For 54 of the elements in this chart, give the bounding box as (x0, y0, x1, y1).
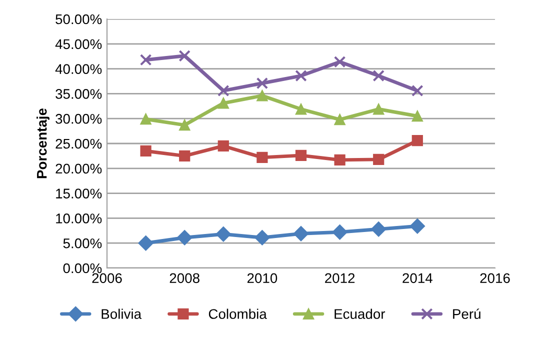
point (179, 150, 190, 162)
y-tick-label: 0.00% (63, 263, 102, 274)
point (295, 70, 307, 82)
point (412, 134, 423, 146)
x-tick-label: 2006 (92, 273, 122, 284)
legend-label: Perú (453, 308, 480, 319)
point (218, 98, 229, 109)
x-tick-label: 2012 (325, 273, 355, 284)
y-tick-label: 25.00% (56, 138, 102, 149)
x-tick-label: 2008 (170, 273, 200, 284)
point (411, 84, 424, 97)
y-tick-label: 40.00% (55, 64, 102, 74)
point (373, 154, 384, 165)
point (218, 140, 229, 152)
point (217, 84, 230, 97)
point (410, 218, 425, 234)
point (140, 114, 152, 125)
point (256, 90, 268, 102)
point (371, 222, 386, 237)
y-axis-title: Porcentaje (36, 108, 50, 178)
y-tick-label: 20.00% (56, 164, 102, 174)
point (295, 104, 307, 115)
point (334, 154, 346, 166)
point (177, 230, 192, 246)
legend-label: Ecuador (334, 308, 386, 319)
x-tick-label: 2010 (247, 273, 278, 284)
point (412, 110, 423, 122)
point (372, 70, 385, 82)
point (293, 226, 309, 242)
point (216, 226, 231, 242)
legend-label: Colombia (208, 308, 267, 319)
y-tick-label: 35.00% (56, 89, 102, 99)
y-tick-label: 5.00% (63, 238, 102, 248)
point (334, 56, 346, 68)
x-tick-label: 2014 (402, 273, 432, 284)
legend-label: Bolivia (102, 308, 142, 319)
point (254, 230, 270, 246)
y-tick-label: 45.00% (55, 39, 102, 50)
y-tick-label: 30.00% (56, 114, 102, 124)
point (256, 152, 268, 163)
x-tick-label: 2016 (480, 273, 510, 284)
point (178, 50, 191, 62)
y-tick-label: 10.00% (56, 214, 102, 224)
point (256, 77, 268, 90)
point (334, 114, 346, 126)
point (140, 54, 152, 66)
point (179, 120, 190, 131)
point (373, 104, 384, 115)
point (295, 150, 307, 162)
y-tick-label: 15.00% (56, 188, 102, 198)
point (138, 236, 154, 251)
y-tick-label: 50.00% (56, 14, 102, 24)
point (140, 145, 152, 157)
point (332, 224, 348, 240)
